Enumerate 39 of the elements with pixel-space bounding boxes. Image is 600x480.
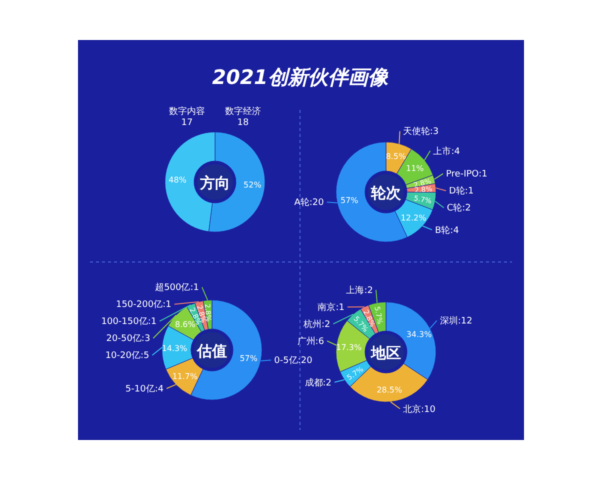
- slice-label: 上市:4: [433, 146, 460, 157]
- slice-label: 100-150亿:1: [101, 316, 157, 328]
- slice-label: 10-20亿:5: [105, 350, 150, 362]
- data-label: 57%: [340, 196, 359, 206]
- slice-label: 天使轮:3: [402, 126, 439, 138]
- data-label: 52%: [244, 180, 262, 190]
- slice-label: 数字经济 18: [225, 106, 261, 128]
- text: 轮次: [370, 184, 402, 202]
- slice-label: 广州:6: [297, 336, 324, 347]
- slice-label: A轮:20: [294, 197, 324, 208]
- data-label: 28.5%: [376, 385, 403, 394]
- data-label: 57%: [240, 354, 258, 364]
- data-label: 11%: [406, 164, 424, 174]
- slice-label: 0-5亿:20: [274, 355, 313, 366]
- slice-label: 超500亿:1: [155, 282, 199, 294]
- slice-label: D轮:1: [448, 186, 474, 197]
- slice-label: 数字内容 17: [169, 106, 205, 128]
- data-label: 34.3%: [406, 330, 432, 340]
- text: 方向: [199, 174, 230, 192]
- text: 估值: [196, 342, 227, 360]
- data-label: 17.3%: [336, 342, 362, 352]
- text: 地区: [370, 344, 401, 362]
- slice-label: 150-200亿:1: [116, 299, 172, 310]
- slice-label: B轮:4: [434, 224, 460, 236]
- data-label: 48%: [168, 176, 187, 185]
- slice-label: 北京:10: [402, 404, 436, 415]
- slice-label: 杭州:2: [302, 318, 330, 330]
- slice-label: 上海:2: [346, 284, 373, 296]
- slice-label: 深圳:12: [440, 316, 472, 327]
- slice-label: 5-10亿:4: [125, 383, 164, 394]
- data-label: 12.2%: [400, 214, 427, 222]
- slice-label: 20-50亿:3: [106, 333, 150, 344]
- data-label: 14.3%: [162, 344, 188, 353]
- slice-label: 成都:2: [304, 377, 332, 388]
- slice-label: Pre-IPO:1: [446, 170, 488, 180]
- slice-label: C轮:2: [446, 202, 471, 214]
- data-label: 11.7%: [172, 372, 198, 381]
- slice-label: 南京:1: [318, 302, 344, 313]
- text: 2021创新伙伴画像: [212, 65, 389, 89]
